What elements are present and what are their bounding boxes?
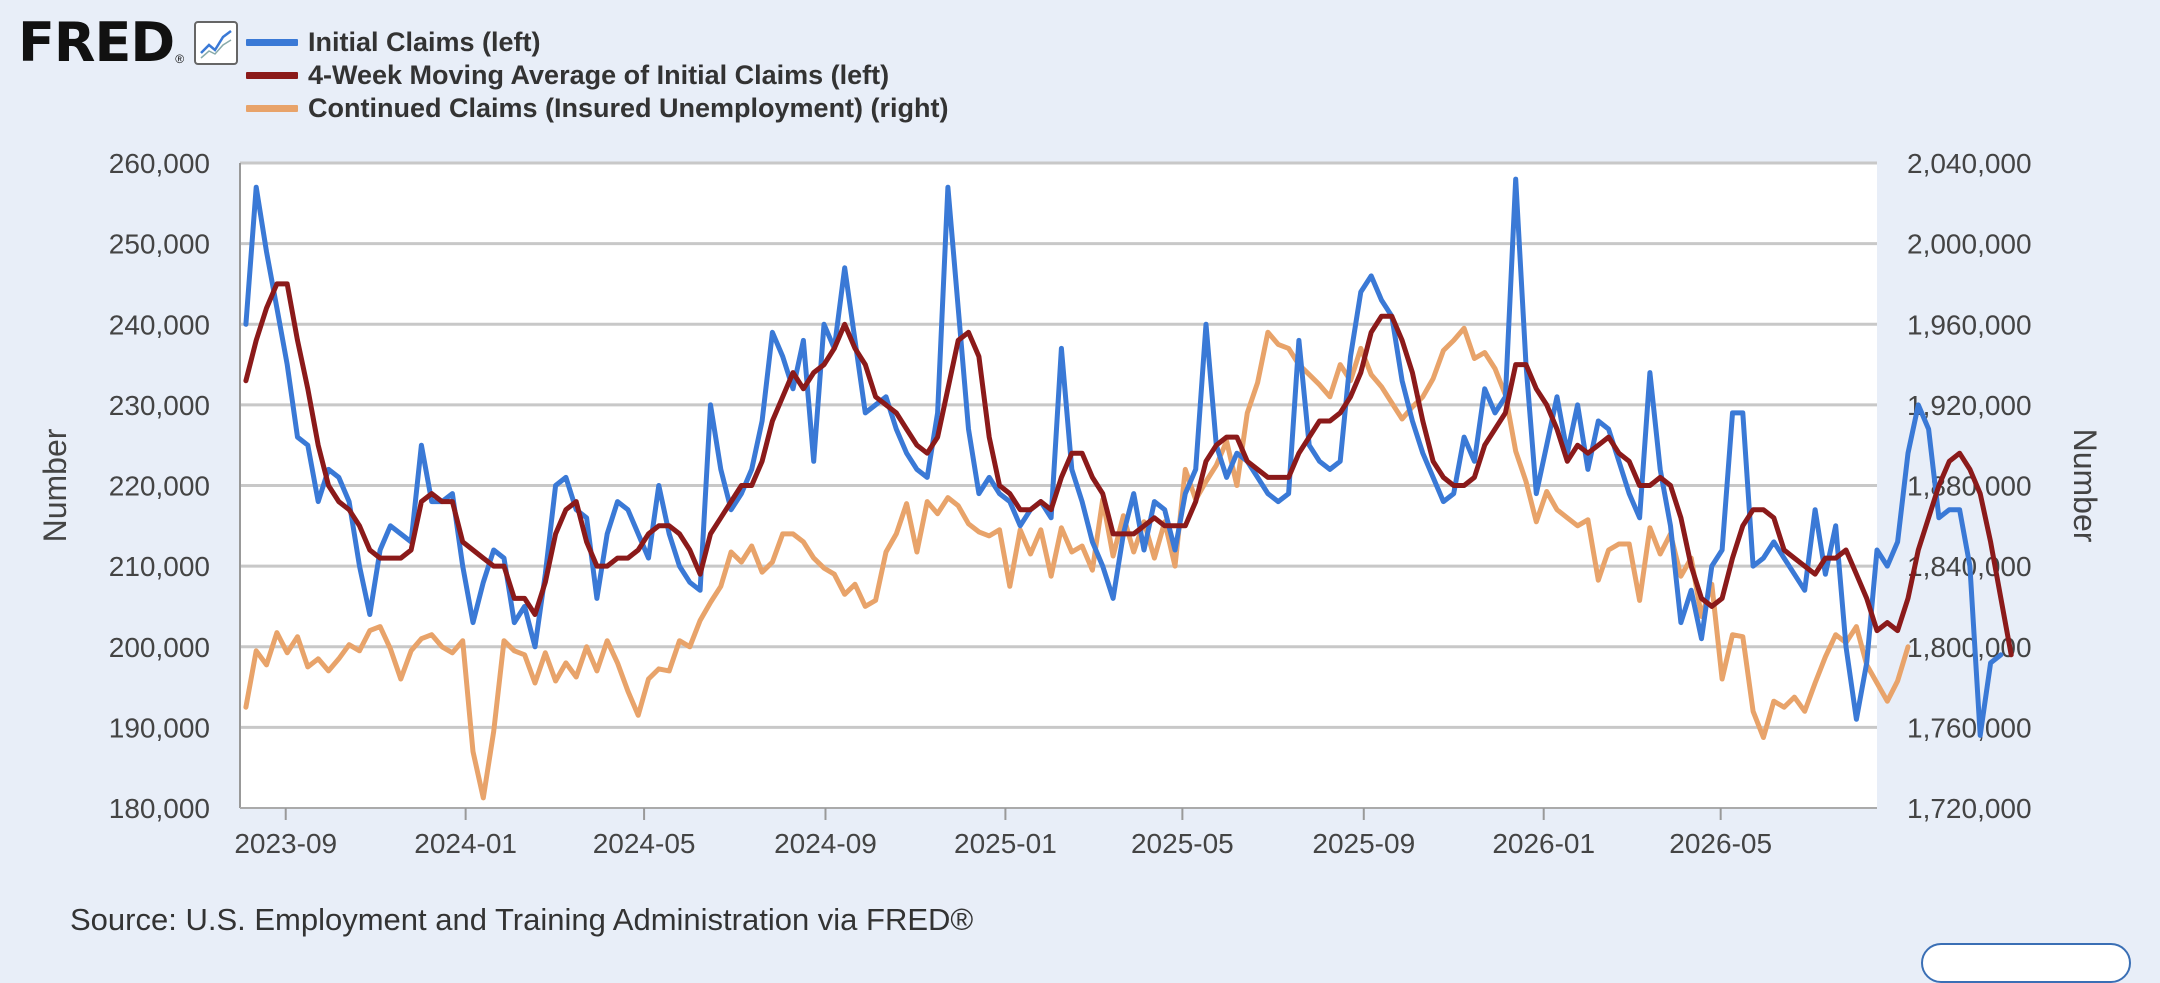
y-left-tick-label: 250,000 [109, 229, 210, 260]
legend-item-moving-average[interactable]: 4-Week Moving Average of Initial Claims … [246, 59, 949, 92]
y-left-tick-label: 180,000 [109, 793, 210, 824]
continued-claims-line [243, 325, 1911, 801]
fred-logo[interactable]: FRED ® [18, 11, 239, 74]
x-tick-label: 2024-05 [593, 828, 696, 859]
y-left-tick-label: 210,000 [109, 551, 210, 582]
x-tick-label: 2024-01 [414, 828, 517, 859]
legend-item-continued-claims[interactable]: Continued Claims (Insured Unemployment) … [246, 92, 949, 125]
registered-mark: ® [175, 52, 185, 66]
y-right-tick-label: 1,800,000 [1907, 632, 2032, 663]
legend-swatch [246, 72, 298, 79]
y-right-tick-label: 1,720,000 [1907, 793, 2032, 824]
x-tick-label: 2023-09 [234, 828, 337, 859]
x-tick-label: 2025-05 [1131, 828, 1234, 859]
y-left-axis-label: Number [37, 428, 73, 542]
x-tick-label: 2026-05 [1669, 828, 1772, 859]
y-right-tick-label: 2,000,000 [1907, 229, 2032, 260]
legend-label: 4-Week Moving Average of Initial Claims … [308, 60, 890, 90]
fred-logo-text: FRED [18, 11, 175, 74]
y-right-tick-label: 2,040,000 [1907, 148, 2032, 179]
y-left-tick-label: 240,000 [109, 309, 210, 340]
y-left-tick-label: 260,000 [109, 148, 210, 179]
y-right-tick-label: 1,920,000 [1907, 390, 2032, 421]
line-graph-icon [194, 21, 239, 65]
y-right-tick-label: 1,880,000 [1907, 471, 2032, 502]
legend-item-initial-claims[interactable]: Initial Claims (left) [246, 26, 949, 59]
x-tick-label: 2024-09 [774, 828, 877, 859]
y-left-tick-label: 200,000 [109, 632, 210, 663]
legend-swatch [246, 39, 298, 46]
legend-label: Continued Claims (Insured Unemployment) … [308, 93, 949, 123]
chart-legend: Initial Claims (left) 4-Week Moving Aver… [246, 26, 949, 125]
y-right-axis-label: Number [2067, 429, 2103, 543]
x-tick-label: 2025-09 [1312, 828, 1415, 859]
corner-button[interactable] [1921, 943, 2131, 983]
y-left-tick-label: 190,000 [109, 712, 210, 743]
chart-area: 180,000 1,720,000 190,000 1,760,000 200,000 1… [37, 148, 2103, 859]
source-note: Source: U.S. Employment and Training Adm… [70, 902, 974, 937]
x-tick-label: 2026-01 [1492, 828, 1595, 859]
y-right-tick-label: 1,760,000 [1907, 712, 2032, 743]
y-right-tick-label: 1,960,000 [1907, 309, 2032, 340]
moving-average-line [243, 281, 2014, 658]
x-tick-label: 2025-01 [954, 828, 1057, 859]
y-left-tick-label: 230,000 [109, 390, 210, 421]
legend-label: Initial Claims (left) [308, 27, 541, 57]
y-left-tick-label: 220,000 [109, 471, 210, 502]
legend-swatch [246, 105, 298, 112]
